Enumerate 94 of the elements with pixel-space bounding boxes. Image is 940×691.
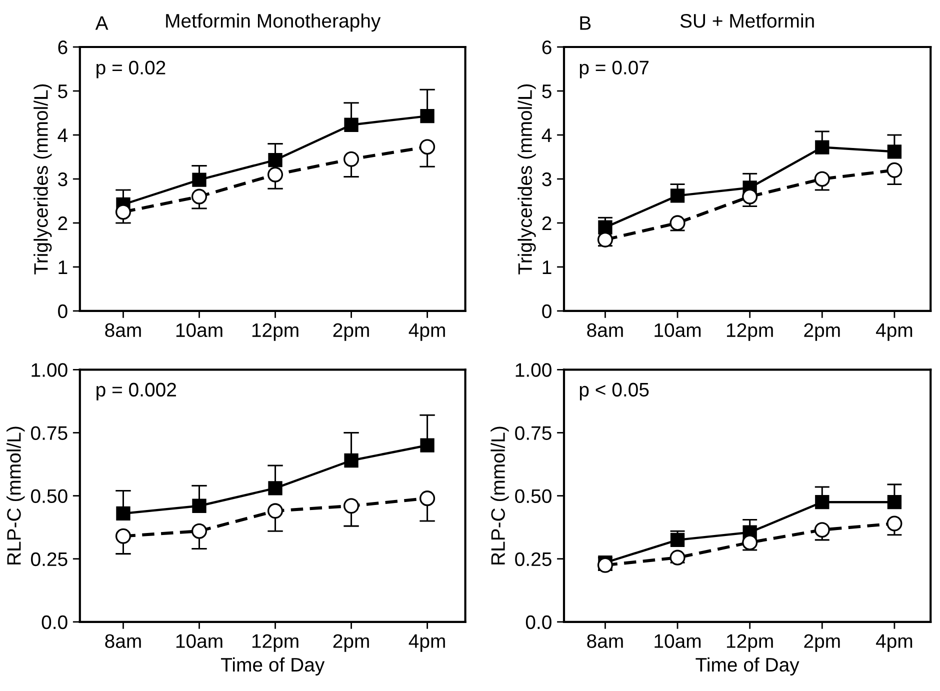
x-tick-label: 8am [587, 634, 623, 648]
annotation: p = 0.002 [96, 382, 176, 400]
point [344, 453, 358, 468]
y-tick-label: 0.0 [526, 615, 552, 630]
point [597, 557, 613, 573]
chart-title: SU + Metformin [680, 13, 814, 28]
y-tick-label: 0.50 [515, 489, 552, 504]
annotation: p < 0.05 [580, 382, 649, 400]
point [887, 495, 902, 510]
point [670, 532, 685, 548]
point [814, 171, 830, 187]
y-tick-label: 4 [542, 128, 552, 142]
point [814, 522, 830, 538]
point [670, 188, 685, 203]
point [267, 503, 284, 519]
point [267, 166, 284, 182]
point [268, 152, 282, 168]
x-axis-title: Time of Day [221, 657, 325, 676]
point [191, 523, 208, 539]
x-tick-label: 10am [654, 323, 701, 338]
x-tick-label: 10am [176, 634, 222, 648]
point [343, 498, 360, 514]
x-tick-label: 2pm [804, 634, 840, 652]
point [420, 490, 436, 506]
y-tick-label: 2 [542, 216, 552, 230]
y-tick-label: 5 [58, 84, 68, 98]
y-tick-label: 0.75 [515, 426, 552, 440]
point [420, 108, 434, 124]
x-tick-label: 2pm [804, 323, 840, 341]
x-tick-label: 4pm [876, 634, 912, 652]
text: B [580, 16, 591, 30]
point [191, 188, 208, 204]
point [886, 162, 902, 178]
y-tick-label: 0 [542, 304, 552, 318]
x-tick-label: 2pm [333, 323, 369, 341]
y-tick-label: 0 [58, 304, 68, 318]
y-axis-title: Triglycerides (mmol/L) [34, 84, 52, 274]
point [886, 516, 902, 532]
x-tick-label: 10am [654, 634, 701, 648]
y-tick-label: 0.50 [31, 489, 68, 504]
x-tick-label: 12pm [252, 634, 298, 652]
x-tick-label: 12pm [252, 323, 298, 341]
point [420, 438, 434, 452]
point [742, 188, 758, 204]
point [343, 151, 360, 167]
point [598, 220, 612, 234]
y-axis-title: RLP-C (mmol/L) [6, 426, 25, 564]
point [670, 215, 686, 231]
y-tick-label: 3 [542, 172, 552, 186]
x-tick-label: 8am [587, 323, 623, 338]
point [268, 481, 282, 496]
chart-title: Metformin Monotheraphy [166, 13, 381, 32]
y-tick-label: 4 [58, 128, 68, 142]
y-tick-label: 6 [58, 40, 68, 54]
x-tick-label: 12pm [726, 634, 773, 652]
x-axis-title: Time of Day [696, 657, 800, 676]
y-tick-label: 0.0 [42, 615, 68, 630]
point [815, 140, 830, 154]
y-tick-label: 3 [58, 172, 68, 186]
x-tick-label: 4pm [408, 634, 445, 652]
point [192, 498, 206, 513]
y-tick-label: 1 [58, 260, 68, 274]
x-tick-label: 12pm [726, 323, 773, 341]
point [116, 506, 130, 521]
point [115, 528, 132, 544]
x-tick-label: 4pm [876, 323, 912, 341]
x-tick-label: 4pm [408, 323, 445, 341]
point [192, 172, 206, 187]
y-tick-label: 1.00 [32, 363, 68, 377]
y-tick-label: 2 [58, 216, 68, 230]
y-tick-label: 6 [542, 40, 552, 54]
y-axis-title: Triglycerides (mmol/L) [518, 84, 536, 274]
y-tick-label: 5 [542, 84, 552, 98]
annotation: p = 0.07 [580, 60, 649, 78]
point [670, 550, 686, 566]
y-tick-label: 1 [542, 260, 552, 274]
point [887, 144, 902, 159]
y-tick-label: 0.25 [515, 552, 552, 566]
point [344, 118, 358, 132]
y-tick-label: 0.25 [31, 552, 68, 566]
y-axis-title: RLP-C (mmol/L) [490, 426, 509, 564]
text: A [95, 16, 108, 30]
annotation: p = 0.02 [96, 60, 166, 78]
point [742, 534, 758, 550]
x-tick-label: 2pm [333, 634, 369, 652]
y-tick-label: 1.00 [516, 363, 552, 377]
x-tick-label: 10am [176, 323, 222, 338]
x-tick-label: 8am [105, 634, 141, 648]
x-tick-label: 8am [105, 323, 141, 338]
y-tick-label: 0.75 [31, 426, 68, 440]
point [597, 232, 613, 248]
point [420, 139, 436, 155]
point [815, 495, 830, 510]
point [115, 204, 132, 220]
